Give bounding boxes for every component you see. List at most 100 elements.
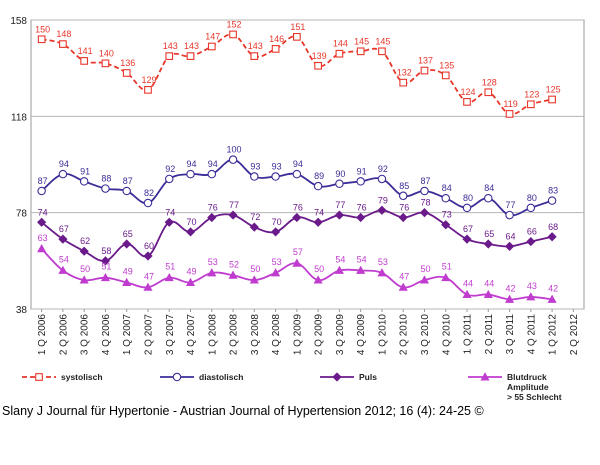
data-point <box>335 49 344 58</box>
legend-swatch-marker <box>172 372 182 382</box>
series-1 <box>37 155 557 220</box>
data-point <box>207 212 217 223</box>
data-label: 50 <box>314 264 324 274</box>
data-point <box>229 30 237 39</box>
data-label: 76 <box>208 202 218 212</box>
data-point <box>313 217 323 227</box>
data-label: 70 <box>187 217 197 227</box>
data-label: 68 <box>548 222 558 232</box>
x-tick-label: 2 Q 2006 <box>58 314 69 356</box>
data-label: 137 <box>418 56 433 66</box>
data-point <box>547 294 557 303</box>
x-tick-label: 1 Q 2008 <box>207 314 218 356</box>
data-label: 49 <box>123 267 133 277</box>
data-label: 143 <box>248 41 263 51</box>
data-point <box>504 241 515 251</box>
data-point <box>250 172 259 181</box>
data-point <box>59 40 67 48</box>
data-point <box>293 33 301 41</box>
data-point <box>313 275 323 284</box>
x-tick-label: 1 Q 2011 <box>463 314 474 355</box>
series-layer <box>37 30 557 303</box>
data-point <box>356 177 365 186</box>
data-label: 93 <box>272 162 282 172</box>
data-label: 51 <box>101 262 111 272</box>
data-point <box>313 181 323 191</box>
data-point <box>419 208 430 218</box>
series-3 <box>37 244 557 303</box>
x-tick-label: 4 Q 2006 <box>101 314 112 356</box>
data-label: 87 <box>420 176 430 186</box>
data-point <box>100 272 110 282</box>
data-label: 76 <box>399 202 409 212</box>
data-point <box>419 275 430 284</box>
data-point <box>122 277 132 286</box>
data-label: 139 <box>312 51 327 61</box>
legend-entry-2: Puls <box>320 372 377 382</box>
grid-lines <box>30 19 585 310</box>
data-point <box>185 277 196 286</box>
data-point <box>122 186 131 196</box>
data-label: 90 <box>335 169 345 179</box>
data-point <box>441 220 451 230</box>
data-point <box>164 272 174 282</box>
data-label: 54 <box>357 254 367 264</box>
legend-label: Amplitude <box>507 382 549 392</box>
data-label: 54 <box>335 254 345 264</box>
data-label: 76 <box>357 202 367 212</box>
data-point <box>271 45 280 53</box>
data-point <box>398 191 408 201</box>
data-label: 94 <box>208 159 218 169</box>
data-point <box>505 294 515 303</box>
data-point <box>377 268 387 277</box>
data-label: 151 <box>290 22 305 32</box>
y-tick-label: 38 <box>16 305 28 316</box>
x-tick-label: 2 Q 2011 <box>484 314 495 355</box>
data-point <box>334 210 345 220</box>
data-label: 67 <box>463 224 473 234</box>
data-label: 42 <box>548 283 558 293</box>
data-point <box>547 232 557 242</box>
data-point <box>37 35 46 44</box>
data-label: 77 <box>506 200 516 210</box>
data-point <box>420 186 429 196</box>
data-label: 63 <box>38 233 48 243</box>
data-label: 50 <box>420 264 430 274</box>
data-label: 87 <box>123 176 133 186</box>
data-point <box>483 239 493 249</box>
data-point <box>37 186 46 196</box>
data-label: 42 <box>506 283 516 293</box>
data-label: 65 <box>123 229 133 239</box>
legend-swatch-marker <box>35 373 43 381</box>
data-point <box>484 193 493 203</box>
x-tick-label: 2 Q 2010 <box>399 314 410 356</box>
x-tick-label: 2 Q 2008 <box>229 314 240 356</box>
data-label: 44 <box>463 279 473 289</box>
data-label: 94 <box>59 159 69 169</box>
data-label: 62 <box>80 236 90 246</box>
data-label: 145 <box>375 36 390 46</box>
x-tick-label: 4 Q 2009 <box>356 314 367 356</box>
data-point <box>441 71 450 80</box>
data-point <box>505 210 514 220</box>
data-label: 123 <box>524 89 539 99</box>
x-tick-label: 3 Q 2010 <box>420 314 431 356</box>
data-label: 76 <box>293 202 303 212</box>
data-label: 128 <box>482 77 497 87</box>
data-point <box>441 272 451 282</box>
data-point <box>58 234 68 244</box>
data-label: 152 <box>227 19 242 29</box>
data-label: 60 <box>144 241 154 251</box>
data-label: 84 <box>442 183 452 193</box>
data-point <box>462 234 472 244</box>
data-label: 144 <box>333 39 348 49</box>
data-label: 145 <box>354 36 369 46</box>
data-labels: 150 148 141 140 136 129 143 143 147 152 143 146 151 1… <box>35 19 560 293</box>
x-tick-label: 2 Q 2012 <box>569 314 580 356</box>
data-label: 124 <box>461 87 476 97</box>
data-label: 88 <box>101 174 111 184</box>
series-0 <box>37 30 556 118</box>
data-point <box>37 217 47 227</box>
data-label: 70 <box>272 217 282 227</box>
